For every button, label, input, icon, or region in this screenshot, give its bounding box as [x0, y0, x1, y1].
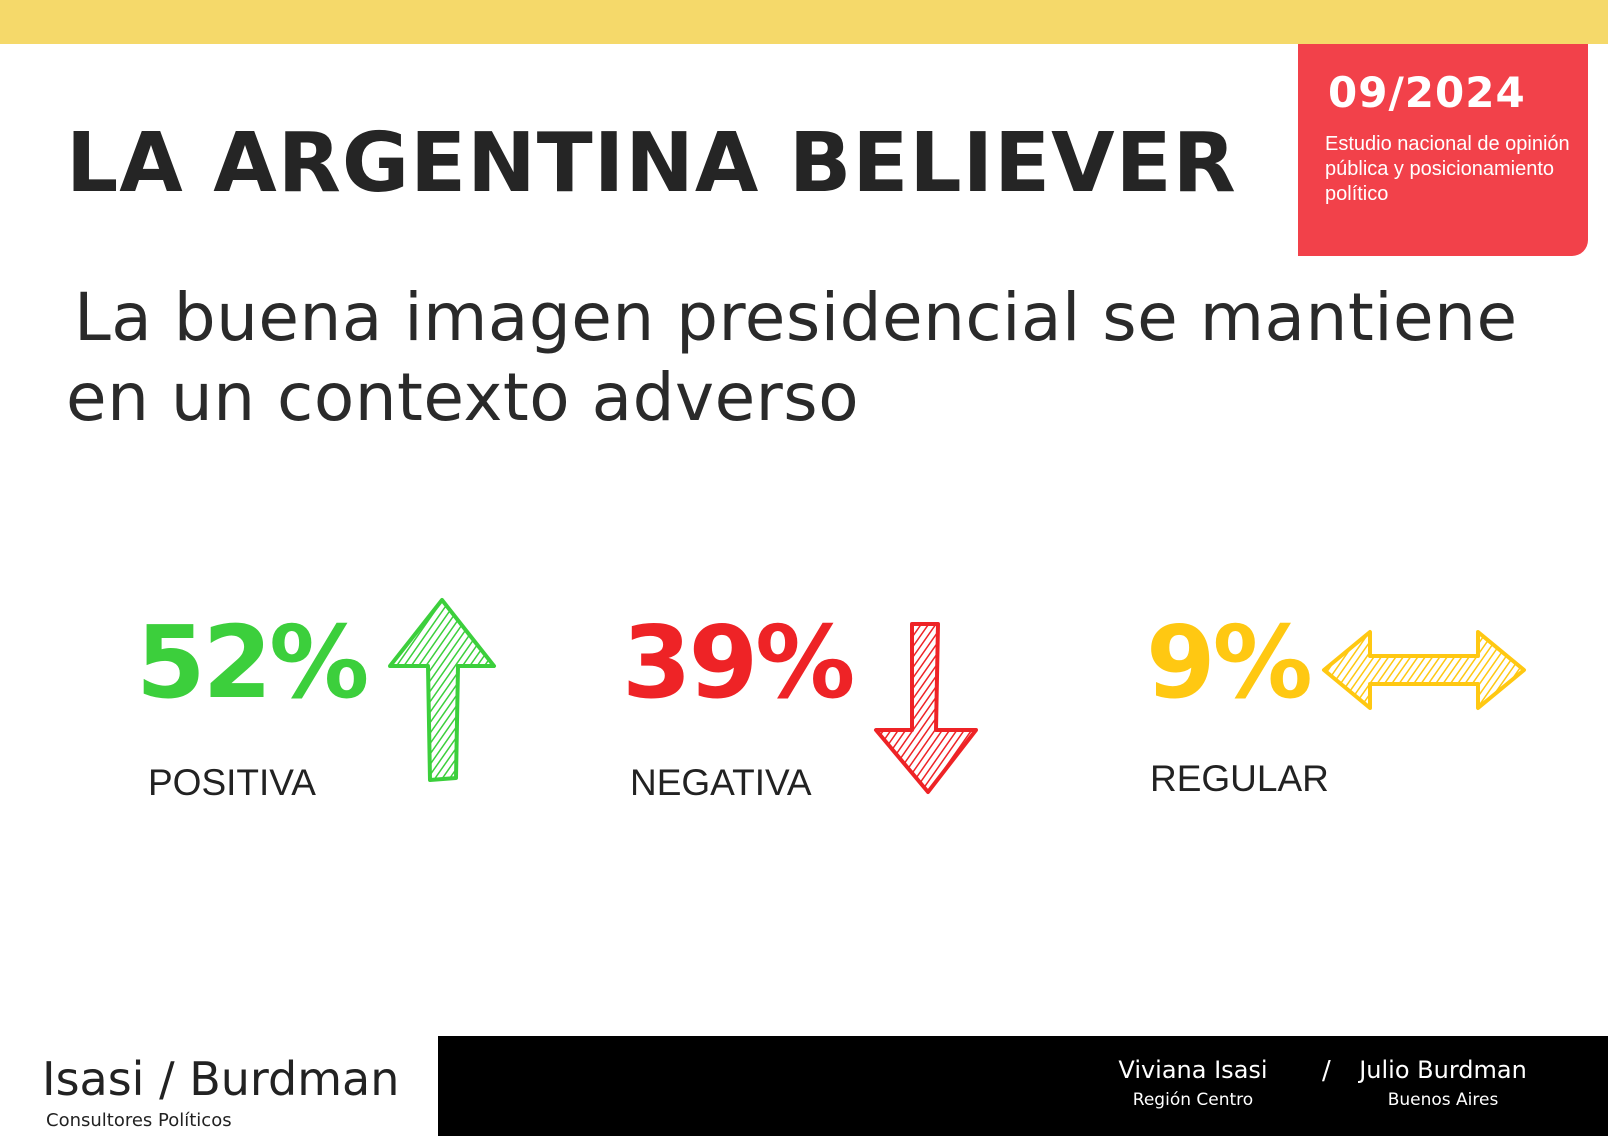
stat-regular-label: REGULAR [1150, 758, 1329, 799]
author-1-name: Viviana Isasi [1118, 1056, 1268, 1084]
headline-line-2: en un contexto adverso [66, 359, 860, 436]
author-1-location: Región Centro [1132, 1090, 1254, 1110]
author-2: Julio Burdman Buenos Aires [1358, 1056, 1528, 1110]
stat-negative-value: 39% [622, 604, 855, 721]
author-2-name: Julio Burdman [1359, 1056, 1527, 1084]
date-label: 09/2024 [1328, 68, 1526, 117]
stat-regular-value: 9% [1146, 604, 1313, 721]
company-logo: Isasi / Burdman Consultores Políticos [42, 1052, 399, 1131]
author-2-location: Buenos Aires [1387, 1090, 1499, 1110]
logo-name: Isasi / Burdman [42, 1052, 400, 1106]
arrow-up-icon [388, 598, 496, 782]
top-accent-bar [0, 0, 1608, 44]
headline: La buena imagen presidencial se mantiene… [66, 278, 1556, 438]
stat-positive-value: 52% [136, 604, 369, 721]
author-1: Viviana Isasi Región Centro [1118, 1056, 1268, 1110]
study-description: Estudio nacional de opinión pública y po… [1325, 133, 1570, 205]
date-badge: 09/2024 Estudio nacional de opinión públ… [1298, 44, 1588, 256]
stat-positive-label: POSITIVA [148, 762, 316, 803]
page-title: LA ARGENTINA BELIEVER [66, 116, 1237, 211]
author-separator: / [1322, 1056, 1331, 1086]
logo-subtitle: Consultores Políticos [46, 1110, 232, 1131]
arrow-down-icon [874, 622, 978, 794]
headline-line-1: La buena imagen presidencial se mantiene [74, 279, 1518, 356]
arrow-left-right-icon [1322, 630, 1526, 710]
stat-negative-label: NEGATIVA [630, 762, 812, 803]
footer-credits-bar: Viviana Isasi Región Centro / Julio Burd… [438, 1036, 1608, 1136]
